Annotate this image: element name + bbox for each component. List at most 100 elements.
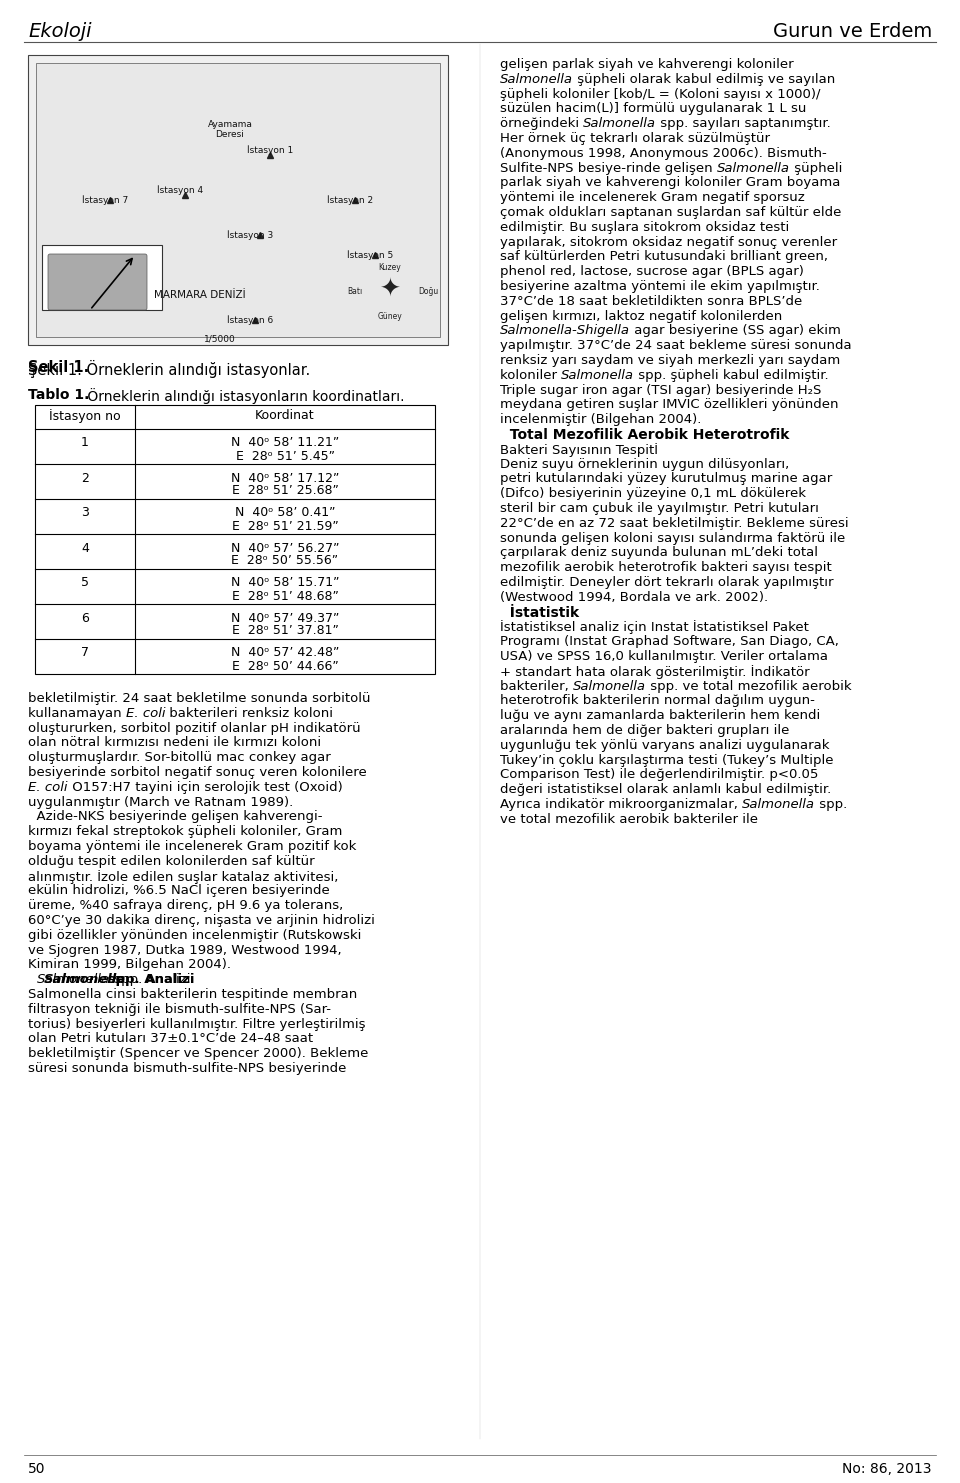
Text: Doğu: Doğu [418, 288, 439, 297]
Text: Ekoloji: Ekoloji [28, 22, 91, 42]
Text: spp. Analizi: spp. Analizi [109, 973, 190, 986]
Text: N  40ᵒ 58’ 15.71”: N 40ᵒ 58’ 15.71” [230, 577, 339, 590]
Text: N  40ᵒ 58’ 11.21”: N 40ᵒ 58’ 11.21” [230, 436, 339, 449]
Text: E  28ᵒ 51’ 48.68”: E 28ᵒ 51’ 48.68” [231, 590, 339, 602]
Text: 22°C’de en az 72 saat bekletilmiştir. Bekleme süresi: 22°C’de en az 72 saat bekletilmiştir. Be… [500, 516, 849, 529]
Text: bakteriler,: bakteriler, [500, 679, 573, 693]
Text: bekletilmiştir. 24 saat bekletilme sonunda sorbitolü: bekletilmiştir. 24 saat bekletilme sonun… [28, 693, 371, 704]
Text: steril bir cam çubuk ile yayılmıştır. Petri kutuları: steril bir cam çubuk ile yayılmıştır. Pe… [500, 503, 819, 515]
Text: ve total mezofilik aerobik bakteriler ile: ve total mezofilik aerobik bakteriler il… [500, 813, 758, 826]
Text: Salmonella: Salmonella [742, 798, 815, 811]
Text: Comparison Test) ile değerlendirilmiştir. p<0.05: Comparison Test) ile değerlendirilmiştir… [500, 768, 818, 782]
Text: değeri istatistiksel olarak anlamlı kabul edilmiştir.: değeri istatistiksel olarak anlamlı kabu… [500, 783, 831, 796]
Text: E  28ᵒ 50’ 55.56”: E 28ᵒ 50’ 55.56” [231, 555, 339, 568]
Text: Örneklerin alındığı istasyonların koordinatları.: Örneklerin alındığı istasyonların koordi… [83, 389, 404, 403]
Text: 7: 7 [81, 647, 89, 660]
Text: E  28ᵒ 51’ 5.45”: E 28ᵒ 51’ 5.45” [235, 449, 334, 463]
Text: N  40ᵒ 57’ 42.48”: N 40ᵒ 57’ 42.48” [230, 647, 339, 660]
Text: E  28ᵒ 51’ 25.68”: E 28ᵒ 51’ 25.68” [231, 485, 339, 497]
Text: Ayamama
Deresi: Ayamama Deresi [207, 120, 252, 139]
Text: Batı: Batı [347, 288, 362, 297]
Text: agar besiyerine (SS agar) ekim: agar besiyerine (SS agar) ekim [630, 325, 841, 338]
Text: 2: 2 [81, 472, 89, 485]
Text: kırmızı fekal streptokok şüpheli koloniler, Gram: kırmızı fekal streptokok şüpheli kolonil… [28, 825, 343, 838]
Text: şüpheli olarak kabul edilmiş ve sayılan: şüpheli olarak kabul edilmiş ve sayılan [573, 73, 835, 86]
Text: (Anonymous 1998, Anonymous 2006c). Bismuth-: (Anonymous 1998, Anonymous 2006c). Bismu… [500, 147, 827, 160]
Text: çarpılarak deniz suyunda bulunan mL’deki total: çarpılarak deniz suyunda bulunan mL’deki… [500, 546, 818, 559]
Text: Salmonella cinsi bakterilerin tespitinde membran: Salmonella cinsi bakterilerin tespitinde… [28, 988, 357, 1001]
Text: olduğu tespit edilen kolonilerden saf kültür: olduğu tespit edilen kolonilerden saf kü… [28, 854, 315, 868]
Text: Koordinat: Koordinat [255, 409, 315, 423]
Text: İstasyon 5: İstasyon 5 [347, 251, 394, 260]
Bar [35, 405, 435, 673]
Text: USA) ve SPSS 16,0 kullanılmıştır. Veriler ortalama: USA) ve SPSS 16,0 kullanılmıştır. Verile… [500, 650, 828, 663]
Text: uygunluğu tek yönlü varyans analizi uygulanarak: uygunluğu tek yönlü varyans analizi uygu… [500, 739, 829, 752]
Text: örneğindeki: örneğindeki [500, 117, 584, 131]
Text: çomak oldukları saptanan suşlardan saf kültür elde: çomak oldukları saptanan suşlardan saf k… [500, 206, 841, 219]
Text: İstasyon 3: İstasyon 3 [227, 230, 274, 240]
Text: 4: 4 [81, 541, 89, 555]
Text: O157:H7 tayini için serolojik test (Oxoid): O157:H7 tayini için serolojik test (Oxoi… [67, 782, 343, 793]
Text: İstasyon 4: İstasyon 4 [156, 185, 204, 194]
Text: İstasyon no: İstasyon no [49, 409, 121, 423]
Text: olan Petri kutuları 37±0.1°C’de 24–48 saat: olan Petri kutuları 37±0.1°C’de 24–48 sa… [28, 1032, 313, 1046]
Text: phenol red, lactose, sucrose agar (BPLS agar): phenol red, lactose, sucrose agar (BPLS … [500, 265, 804, 279]
Text: petri kutularındaki yüzey kurutulmuş marine agar: petri kutularındaki yüzey kurutulmuş mar… [500, 473, 832, 485]
Text: gibi özellikler yönünden incelenmiştir (Rutskowski: gibi özellikler yönünden incelenmiştir (… [28, 928, 361, 942]
Text: N  40ᵒ 58’ 17.12”: N 40ᵒ 58’ 17.12” [230, 472, 339, 485]
Text: E. coli: E. coli [126, 707, 165, 719]
Text: edilmiştir. Bu suşlara sitokrom oksidaz testi: edilmiştir. Bu suşlara sitokrom oksidaz … [500, 221, 789, 234]
Text: saf kültürlerden Petri kutusundaki brilliant green,: saf kültürlerden Petri kutusundaki brill… [500, 251, 828, 264]
Text: filtrasyon tekniği ile bismuth-sulfite-NPS (Sar-: filtrasyon tekniği ile bismuth-sulfite-N… [28, 1003, 331, 1016]
Text: edilmiştir. Deneyler dört tekrarlı olarak yapılmıştır: edilmiştir. Deneyler dört tekrarlı olara… [500, 575, 833, 589]
Text: 3: 3 [81, 507, 89, 519]
Text: incelenmiştir (Bilgehan 2004).: incelenmiştir (Bilgehan 2004). [500, 414, 702, 426]
Text: sonunda gelişen koloni sayısı sulandırma faktörü ile: sonunda gelişen koloni sayısı sulandırma… [500, 531, 845, 544]
Text: 6: 6 [81, 611, 89, 624]
Text: gelişen kırmızı, laktoz negatif kolonilerden: gelişen kırmızı, laktoz negatif kolonile… [500, 310, 782, 323]
Text: Tablo 1.: Tablo 1. [28, 389, 89, 402]
Text: süresi sonunda bismuth-sulfite-NPS besiyerinde: süresi sonunda bismuth-sulfite-NPS besiy… [28, 1062, 347, 1075]
Text: Triple sugar iron agar (TSI agar) besiyerinde H₂S: Triple sugar iron agar (TSI agar) besiye… [500, 384, 822, 396]
Text: aralarında hem de diğer bakteri grupları ile: aralarında hem de diğer bakteri grupları… [500, 724, 789, 737]
Text: boyama yöntemi ile incelenerek Gram pozitif kok: boyama yöntemi ile incelenerek Gram pozi… [28, 839, 356, 853]
Text: 60°C’ye 30 dakika direnç, nişasta ve arjinin hidrolizi: 60°C’ye 30 dakika direnç, nişasta ve arj… [28, 914, 374, 927]
Text: oluştururken, sorbitol pozitif olanlar pH indikatörü: oluştururken, sorbitol pozitif olanlar p… [28, 722, 361, 734]
Text: besiyerinde sorbitol negatif sonuç veren kolonilere: besiyerinde sorbitol negatif sonuç veren… [28, 767, 367, 779]
FancyBboxPatch shape [48, 254, 147, 310]
Text: Total Mezofilik Aerobik Heterotrofik: Total Mezofilik Aerobik Heterotrofik [500, 429, 789, 442]
Text: 1/5000: 1/5000 [204, 335, 236, 344]
Text: Şekil 1.: Şekil 1. [28, 360, 89, 375]
Text: Sulfite-NPS besiye-rinde gelişen: Sulfite-NPS besiye-rinde gelişen [500, 162, 717, 175]
Text: parlak siyah ve kahverengi koloniler Gram boyama: parlak siyah ve kahverengi koloniler Gra… [500, 176, 840, 190]
Bar [28, 55, 448, 346]
Text: Salmonella: Salmonella [500, 73, 573, 86]
Text: N  40ᵒ 57’ 49.37”: N 40ᵒ 57’ 49.37” [230, 611, 339, 624]
Text: luğu ve aynı zamanlarda bakterilerin hem kendi: luğu ve aynı zamanlarda bakterilerin hem… [500, 709, 820, 722]
Text: Salmonella-Shigella: Salmonella-Shigella [500, 325, 630, 338]
Text: alınmıştır. İzole edilen suşlar katalaz aktivitesi,: alınmıştır. İzole edilen suşlar katalaz … [28, 869, 338, 884]
Bar [42, 245, 162, 310]
Text: şüpheli: şüpheli [790, 162, 842, 175]
Text: Bakteri Sayısının Tespitİ: Bakteri Sayısının Tespitİ [500, 443, 658, 457]
Text: + standart hata olarak gösterilmiştir. İndikatör: + standart hata olarak gösterilmiştir. İ… [500, 664, 809, 679]
Text: ekülin hidrolizi, %6.5 NaCl içeren besiyerinde: ekülin hidrolizi, %6.5 NaCl içeren besiy… [28, 884, 329, 897]
Text: Deniz suyu örneklerinin uygun dilüsyonları,: Deniz suyu örneklerinin uygun dilüsyonla… [500, 458, 789, 470]
Text: 5: 5 [81, 577, 89, 590]
Text: E  28ᵒ 51’ 21.59”: E 28ᵒ 51’ 21.59” [231, 519, 338, 532]
Text: İstasyon 2: İstasyon 2 [327, 194, 373, 205]
Text: olan nötral kırmızısı nedeni ile kırmızı koloni: olan nötral kırmızısı nedeni ile kırmızı… [28, 737, 322, 749]
Text: 37°C’de 18 saat bekletildikten sonra BPLS’de: 37°C’de 18 saat bekletildikten sonra BPL… [500, 295, 803, 308]
Text: yapılmıştır. 37°C’de 24 saat bekleme süresi sonunda: yapılmıştır. 37°C’de 24 saat bekleme sür… [500, 340, 852, 351]
Text: (Westwood 1994, Bordala ve ark. 2002).: (Westwood 1994, Bordala ve ark. 2002). [500, 590, 768, 604]
Text: Kuzey: Kuzey [378, 262, 401, 271]
Text: meydana getiren suşlar IMVIC özellikleri yönünden: meydana getiren suşlar IMVIC özellikleri… [500, 399, 838, 411]
Text: spp.: spp. [815, 798, 848, 811]
Text: Tukey’in çoklu karşılaştırma testi (Tukey’s Multiple: Tukey’in çoklu karşılaştırma testi (Tuke… [500, 753, 833, 767]
Text: spp. Analizi: spp. Analizi [103, 973, 195, 986]
Text: No: 86, 2013: No: 86, 2013 [843, 1462, 932, 1476]
Text: (Difco) besiyerinin yüzeyine 0,1 mL dökülerek: (Difco) besiyerinin yüzeyine 0,1 mL dökü… [500, 488, 806, 500]
Text: koloniler: koloniler [500, 369, 562, 381]
Text: kullanamayan: kullanamayan [28, 707, 126, 719]
Text: heterotrofik bakterilerin normal dağılım uygun-: heterotrofik bakterilerin normal dağılım… [500, 694, 815, 707]
